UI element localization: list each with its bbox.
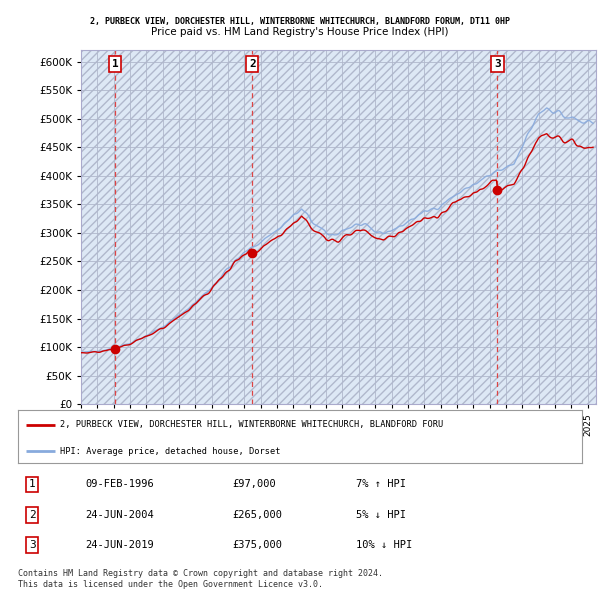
Text: 2: 2 [29,510,35,520]
Text: 7% ↑ HPI: 7% ↑ HPI [356,479,406,489]
Text: £265,000: £265,000 [232,510,283,520]
Text: £97,000: £97,000 [232,479,276,489]
Text: 2, PURBECK VIEW, DORCHESTER HILL, WINTERBORNE WHITECHURCH, BLANDFORD FORU: 2, PURBECK VIEW, DORCHESTER HILL, WINTER… [60,421,443,430]
Text: Price paid vs. HM Land Registry's House Price Index (HPI): Price paid vs. HM Land Registry's House … [151,27,449,37]
Text: 1: 1 [112,59,119,69]
Text: 5% ↓ HPI: 5% ↓ HPI [356,510,406,520]
Text: 24-JUN-2019: 24-JUN-2019 [86,540,154,550]
Text: 10% ↓ HPI: 10% ↓ HPI [356,540,413,550]
Text: 1: 1 [29,479,35,489]
Text: 09-FEB-1996: 09-FEB-1996 [86,479,154,489]
Text: Contains HM Land Registry data © Crown copyright and database right 2024.
This d: Contains HM Land Registry data © Crown c… [18,569,383,589]
Text: £375,000: £375,000 [232,540,283,550]
Text: 3: 3 [29,540,35,550]
Text: HPI: Average price, detached house, Dorset: HPI: Average price, detached house, Dors… [60,447,281,456]
Text: 2: 2 [249,59,256,69]
Text: 3: 3 [494,59,501,69]
Text: 2, PURBECK VIEW, DORCHESTER HILL, WINTERBORNE WHITECHURCH, BLANDFORD FORUM, DT11: 2, PURBECK VIEW, DORCHESTER HILL, WINTER… [90,17,510,25]
Text: 24-JUN-2004: 24-JUN-2004 [86,510,154,520]
